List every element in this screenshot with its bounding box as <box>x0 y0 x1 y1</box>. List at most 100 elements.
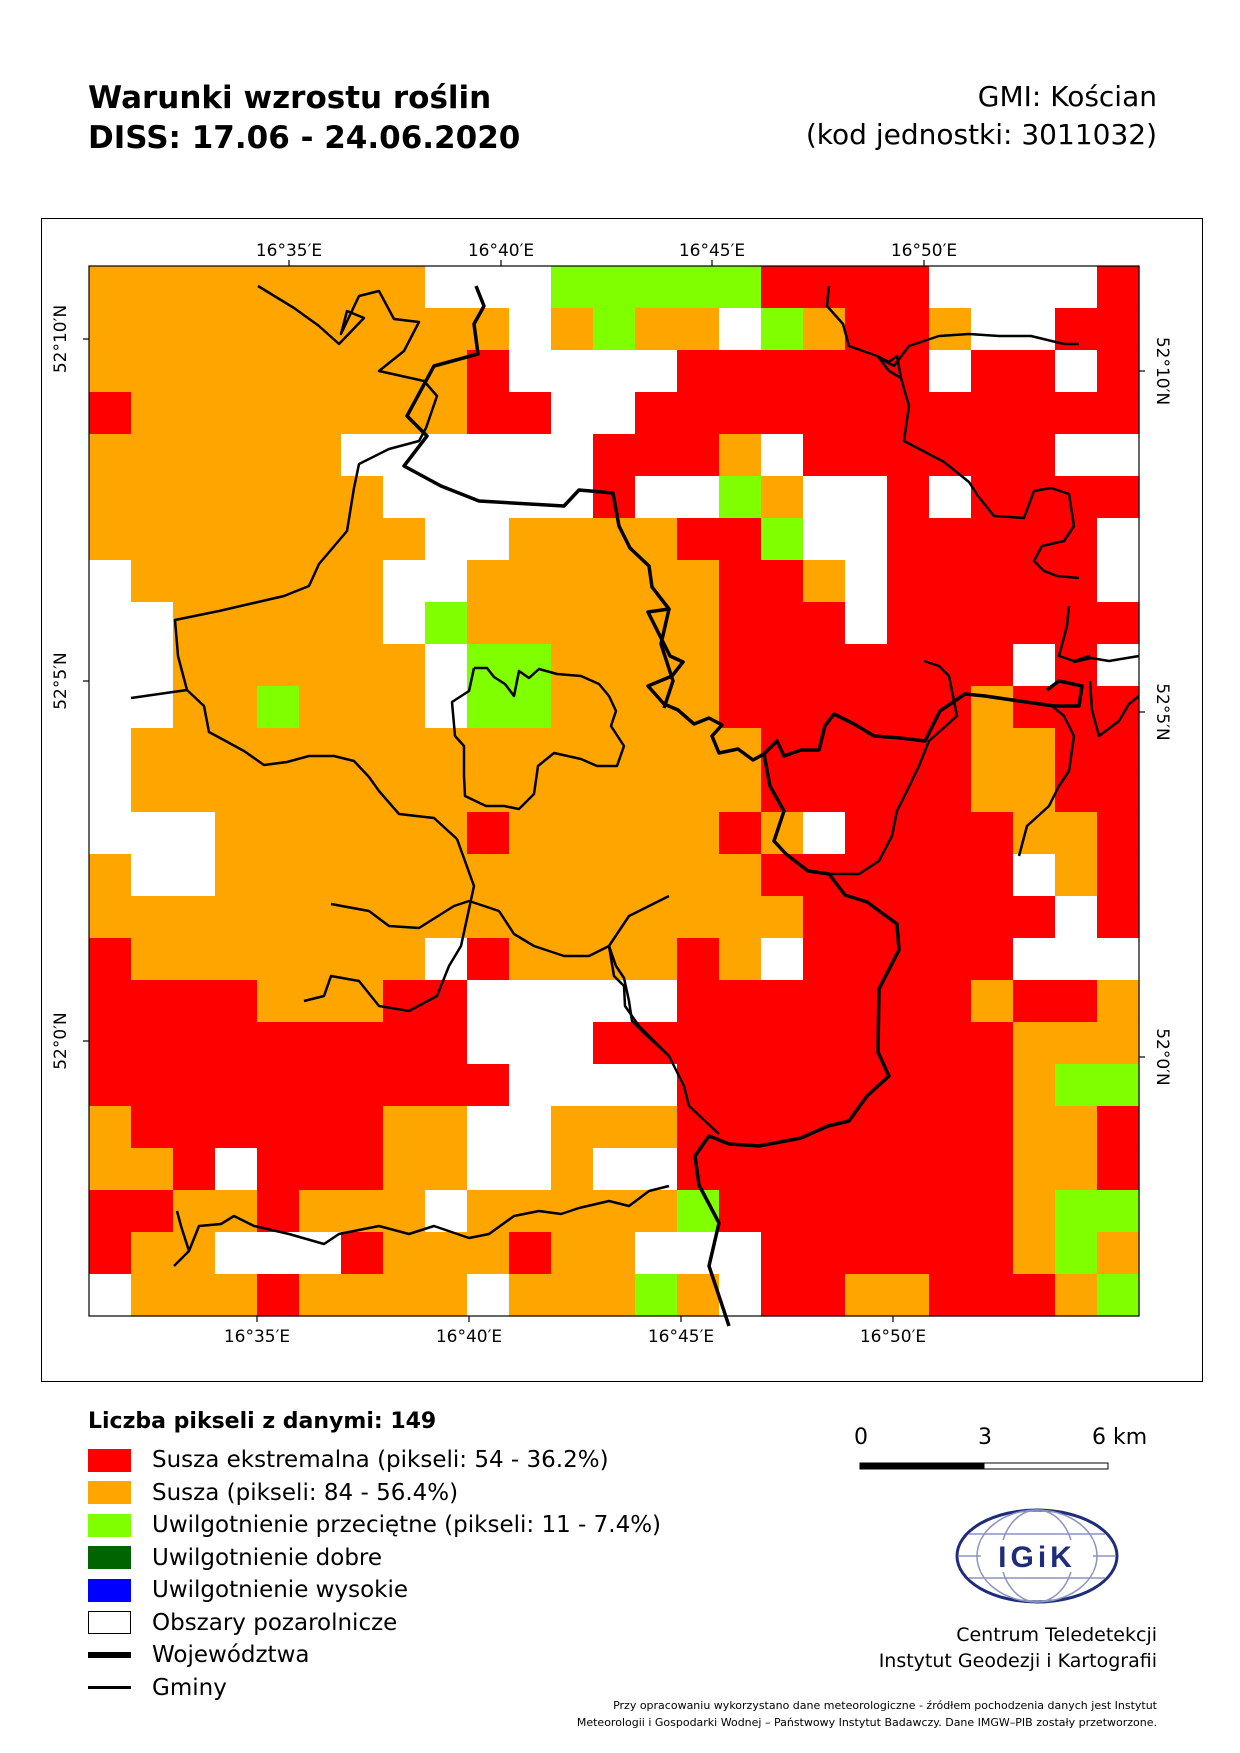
non-agricultural-cell <box>467 1148 510 1191</box>
average-moisture-cell <box>677 266 720 309</box>
drought-cell <box>215 560 258 603</box>
extreme-drought-cell <box>467 350 510 393</box>
extreme-drought-cell <box>929 980 972 1023</box>
extreme-drought-cell <box>1055 602 1098 645</box>
non-agricultural-cell <box>173 812 216 855</box>
extreme-drought-cell <box>341 1106 384 1149</box>
drought-cell <box>299 266 342 309</box>
drought-cell <box>131 518 174 561</box>
map-inner-frame <box>88 265 1140 1317</box>
extreme-drought-cell <box>887 728 930 771</box>
extreme-drought-cell <box>845 728 888 771</box>
drought-cell <box>1013 1022 1056 1065</box>
non-agricultural-cell <box>1013 308 1056 351</box>
non-agricultural-cell <box>509 1022 552 1065</box>
extreme-drought-cell <box>971 1064 1014 1107</box>
extreme-drought-cell <box>1055 560 1098 603</box>
non-agricultural-cell <box>1097 518 1140 561</box>
legend-label: Uwilgotnienie dobre <box>152 1544 383 1571</box>
drought-cell <box>635 854 678 897</box>
extreme-drought-cell <box>887 350 930 393</box>
extreme-drought-cell <box>845 1190 888 1233</box>
drought-cell <box>131 728 174 771</box>
extreme-drought-cell <box>257 1064 300 1107</box>
drought-cell <box>383 1232 426 1275</box>
municipality-boundary <box>186 689 476 1013</box>
extreme-drought-cell <box>971 854 1014 897</box>
extreme-drought-cell <box>929 1232 972 1275</box>
drought-cell <box>1013 1190 1056 1233</box>
drought-cell <box>635 728 678 771</box>
tick-label-right: 52°0′N <box>1152 1028 1172 1086</box>
drought-cell <box>341 350 384 393</box>
drought-cell <box>131 770 174 813</box>
tick-label-top: 16°35′E <box>256 241 322 261</box>
extreme-drought-cell <box>299 1148 342 1191</box>
drought-cell <box>341 1274 384 1317</box>
drought-cell <box>383 1148 426 1191</box>
drought-cell <box>383 1190 426 1233</box>
drought-cell <box>509 896 552 939</box>
average-moisture-cell <box>1055 1190 1098 1233</box>
drought-cell <box>593 770 636 813</box>
non-agricultural-cell <box>467 1106 510 1149</box>
extreme-drought-cell <box>467 1064 510 1107</box>
extreme-drought-cell <box>971 1148 1014 1191</box>
non-agricultural-cell <box>593 392 636 435</box>
drought-cell <box>1055 1022 1098 1065</box>
average-moisture-cell <box>593 266 636 309</box>
drought-cell <box>803 308 846 351</box>
non-agricultural-cell <box>551 1064 594 1107</box>
drought-cell <box>173 686 216 729</box>
extreme-drought-cell <box>761 1064 804 1107</box>
extreme-drought-cell <box>257 1274 300 1317</box>
extreme-drought-cell <box>719 518 762 561</box>
drought-cell <box>215 896 258 939</box>
average-moisture-cell <box>467 686 510 729</box>
non-agricultural-cell <box>425 518 468 561</box>
extreme-drought-cell <box>635 392 678 435</box>
drought-cell <box>215 392 258 435</box>
non-agricultural-cell <box>383 476 426 519</box>
extreme-drought-cell <box>215 1022 258 1065</box>
scale-bar-graphic <box>859 1462 1109 1470</box>
extreme-drought-cell <box>1097 350 1140 393</box>
extreme-drought-cell <box>677 434 720 477</box>
drought-cell <box>299 518 342 561</box>
drought-cell <box>593 644 636 687</box>
extreme-drought-cell <box>89 392 132 435</box>
extreme-drought-cell <box>719 1148 762 1191</box>
drought-cell <box>1097 1232 1140 1275</box>
extreme-drought-cell <box>719 392 762 435</box>
extreme-drought-cell <box>845 1148 888 1191</box>
non-agricultural-cell <box>845 476 888 519</box>
extreme-drought-cell <box>803 392 846 435</box>
extreme-drought-cell <box>1013 350 1056 393</box>
drought-cell <box>677 896 720 939</box>
drought-cell <box>341 476 384 519</box>
extreme-drought-cell <box>761 1274 804 1317</box>
drought-cell <box>89 1148 132 1191</box>
non-agricultural-cell <box>509 980 552 1023</box>
average-moisture-cell <box>257 686 300 729</box>
non-agricultural-cell <box>551 980 594 1023</box>
extreme-drought-cell <box>1097 770 1140 813</box>
non-agricultural-cell <box>551 434 594 477</box>
extreme-drought-cell <box>215 1106 258 1149</box>
drought-cell <box>677 854 720 897</box>
extreme-drought-cell <box>341 1148 384 1191</box>
extreme-drought-cell <box>89 1064 132 1107</box>
drought-cell <box>383 686 426 729</box>
drought-cell <box>131 476 174 519</box>
extreme-drought-cell <box>719 980 762 1023</box>
drought-cell <box>551 728 594 771</box>
drought-cell <box>299 392 342 435</box>
drought-cell <box>635 308 678 351</box>
drought-cell <box>215 644 258 687</box>
drought-cell <box>593 518 636 561</box>
drought-cell <box>89 476 132 519</box>
non-agricultural-cell <box>467 434 510 477</box>
legend-item: Uwilgotnienie wysokie <box>88 1574 661 1607</box>
extreme-drought-cell <box>803 896 846 939</box>
extreme-drought-cell <box>593 434 636 477</box>
